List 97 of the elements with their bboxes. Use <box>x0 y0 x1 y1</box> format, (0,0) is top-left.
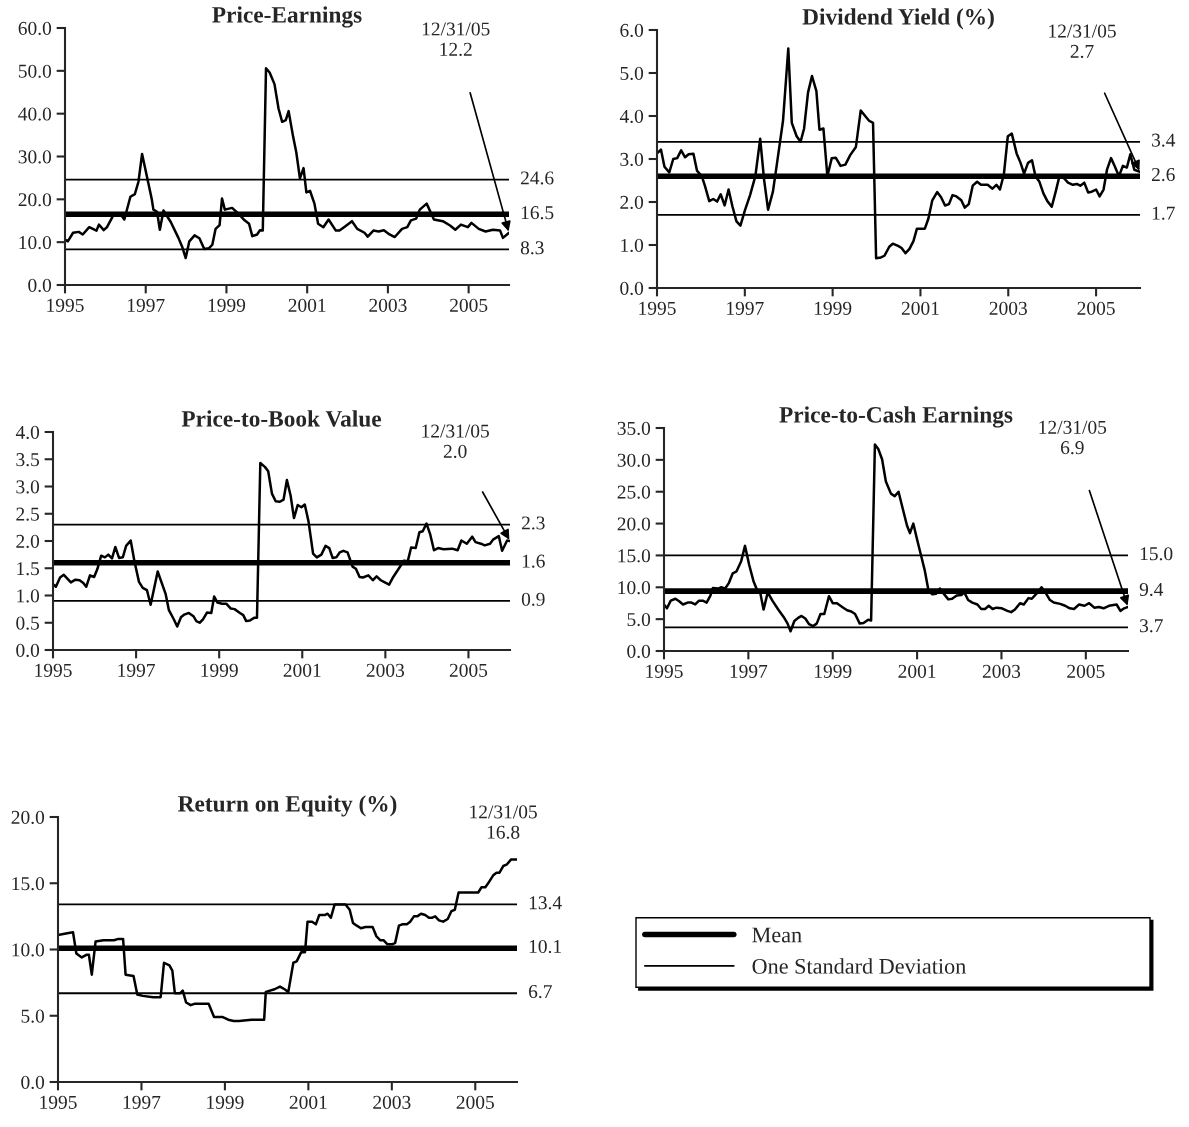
y-tick-label: 20.0 <box>11 810 45 825</box>
x-tick-label: 1995 <box>646 664 683 678</box>
annotation: 12/31/05 6.9 <box>1039 420 1107 455</box>
ref-line-label: 2.3 <box>521 516 545 530</box>
y-tick-label: 1.5 <box>17 562 40 576</box>
y-tick-label: 15.0 <box>618 549 651 563</box>
chart-title: Dividend Yield (%) <box>802 8 994 30</box>
chart-title: Price-to-Book Value <box>181 410 382 427</box>
y-tick-label: 0.5 <box>16 616 40 630</box>
y-tick-label: 20.0 <box>18 193 52 207</box>
ref-line-label: 10.1 <box>529 939 561 954</box>
ref-line-label: 3.7 <box>1140 619 1163 633</box>
legend-label: Mean <box>752 927 802 943</box>
y-tick-label: 3.5 <box>16 453 40 467</box>
x-tick-label: 1999 <box>208 298 246 312</box>
y-tick-label: 3.0 <box>16 480 40 494</box>
ref-line-label: 15.0 <box>1140 547 1173 561</box>
x-tick-label: 2001 <box>898 664 936 678</box>
y-tick-label: 4.0 <box>15 425 40 440</box>
x-tick-label: 1995 <box>40 1095 77 1109</box>
x-tick-label: 2003 <box>366 663 405 677</box>
x-tick-label: 1999 <box>814 664 852 678</box>
ref-line-label: 1.6 <box>522 554 545 568</box>
ref-line-label: 3.4 <box>1152 133 1176 147</box>
ref-line-label: 2.6 <box>1151 168 1175 182</box>
x-tick-label: 1997 <box>123 1095 161 1109</box>
y-tick-label: 0.0 <box>28 278 52 293</box>
x-tick-label: 2005 <box>1077 301 1115 315</box>
x-tick-label: 1999 <box>201 663 238 677</box>
x-tick-label: 2005 <box>1067 664 1105 678</box>
y-tick-label: 5.0 <box>21 1009 45 1023</box>
ref-line-label: 9.4 <box>1139 582 1164 597</box>
line-series <box>58 858 517 1023</box>
y-tick-label: 10.0 <box>618 581 651 595</box>
ref-line-label: 1.7 <box>1152 206 1175 220</box>
chart-title: Price-to-Cash Earnings <box>779 406 1013 428</box>
x-tick-label: 2001 <box>289 1095 327 1109</box>
chart-title: Return on Equity (%) <box>178 795 397 817</box>
x-tick-label: 2005 <box>450 298 488 312</box>
y-tick-label: 0.0 <box>620 281 644 296</box>
ref-line-label: 24.6 <box>520 171 554 185</box>
x-tick-label: 2005 <box>456 1095 494 1109</box>
line-series <box>65 67 509 260</box>
y-tick-label: 6.0 <box>620 23 644 38</box>
chart-title: Price-Earnings <box>212 6 362 28</box>
y-tick-label: 40.0 <box>18 107 52 121</box>
y-tick-label: 50.0 <box>18 64 52 78</box>
annotation: 12/31/05 2.0 <box>422 424 489 459</box>
x-tick-label: 1995 <box>47 298 84 312</box>
ref-line-label: 6.7 <box>528 985 552 999</box>
annotation: 12/31/05 16.8 <box>470 805 537 839</box>
y-tick-label: 2.0 <box>16 534 40 549</box>
ref-line-label: 8.3 <box>520 241 544 255</box>
y-tick-label: 0.0 <box>21 1075 45 1090</box>
ref-line-label: 13.4 <box>529 896 562 910</box>
y-tick-label: 0.0 <box>16 643 40 658</box>
x-tick-label: 1999 <box>207 1095 244 1109</box>
y-tick-label: 30.0 <box>617 453 651 467</box>
y-tick-label: 35.0 <box>617 421 651 436</box>
x-tick-label: 2003 <box>373 1095 411 1109</box>
x-tick-label: 1997 <box>730 664 768 678</box>
legend-label: One Standard Deviation <box>752 958 966 974</box>
ref-line-label: 16.5 <box>521 206 554 220</box>
x-tick-label: 2003 <box>369 298 407 312</box>
y-tick-label: 20.0 <box>617 517 651 531</box>
y-tick-label: 1.0 <box>621 238 644 253</box>
x-tick-label: 1995 <box>35 663 72 677</box>
x-tick-label: 2003 <box>982 664 1021 678</box>
y-tick-label: 0.0 <box>627 644 651 659</box>
y-tick-label: 3.0 <box>620 152 644 167</box>
y-tick-label: 5.0 <box>620 66 644 81</box>
y-tick-label: 15.0 <box>12 877 45 891</box>
y-tick-label: 1.0 <box>17 589 40 603</box>
y-tick-label: 5.0 <box>627 612 651 627</box>
x-tick-label: 1997 <box>118 663 155 677</box>
y-tick-label: 2.5 <box>16 507 40 521</box>
line-series <box>664 443 1128 633</box>
x-tick-label: 2001 <box>901 301 939 315</box>
x-tick-label: 1995 <box>639 301 676 315</box>
annotation: 12/31/05 2.7 <box>1049 24 1116 59</box>
x-tick-label: 1997 <box>727 301 764 315</box>
y-tick-label: 60.0 <box>18 21 52 36</box>
annotation: 12/31/05 12.2 <box>422 22 490 56</box>
x-tick-label: 2001 <box>283 663 321 677</box>
x-tick-label: 2003 <box>989 301 1027 315</box>
x-tick-label: 1999 <box>814 301 852 315</box>
ref-line-label: 0.9 <box>521 592 545 606</box>
y-tick-label: 4.0 <box>619 109 644 124</box>
y-tick-label: 2.0 <box>620 195 644 210</box>
y-tick-label: 25.0 <box>617 485 651 499</box>
line-series <box>53 461 510 628</box>
y-tick-label: 30.0 <box>18 150 52 164</box>
x-tick-label: 2005 <box>449 663 488 677</box>
y-tick-label: 10.0 <box>19 235 52 250</box>
y-tick-label: 10.0 <box>12 943 45 957</box>
x-tick-label: 2001 <box>288 298 326 312</box>
x-tick-label: 1997 <box>127 298 165 312</box>
